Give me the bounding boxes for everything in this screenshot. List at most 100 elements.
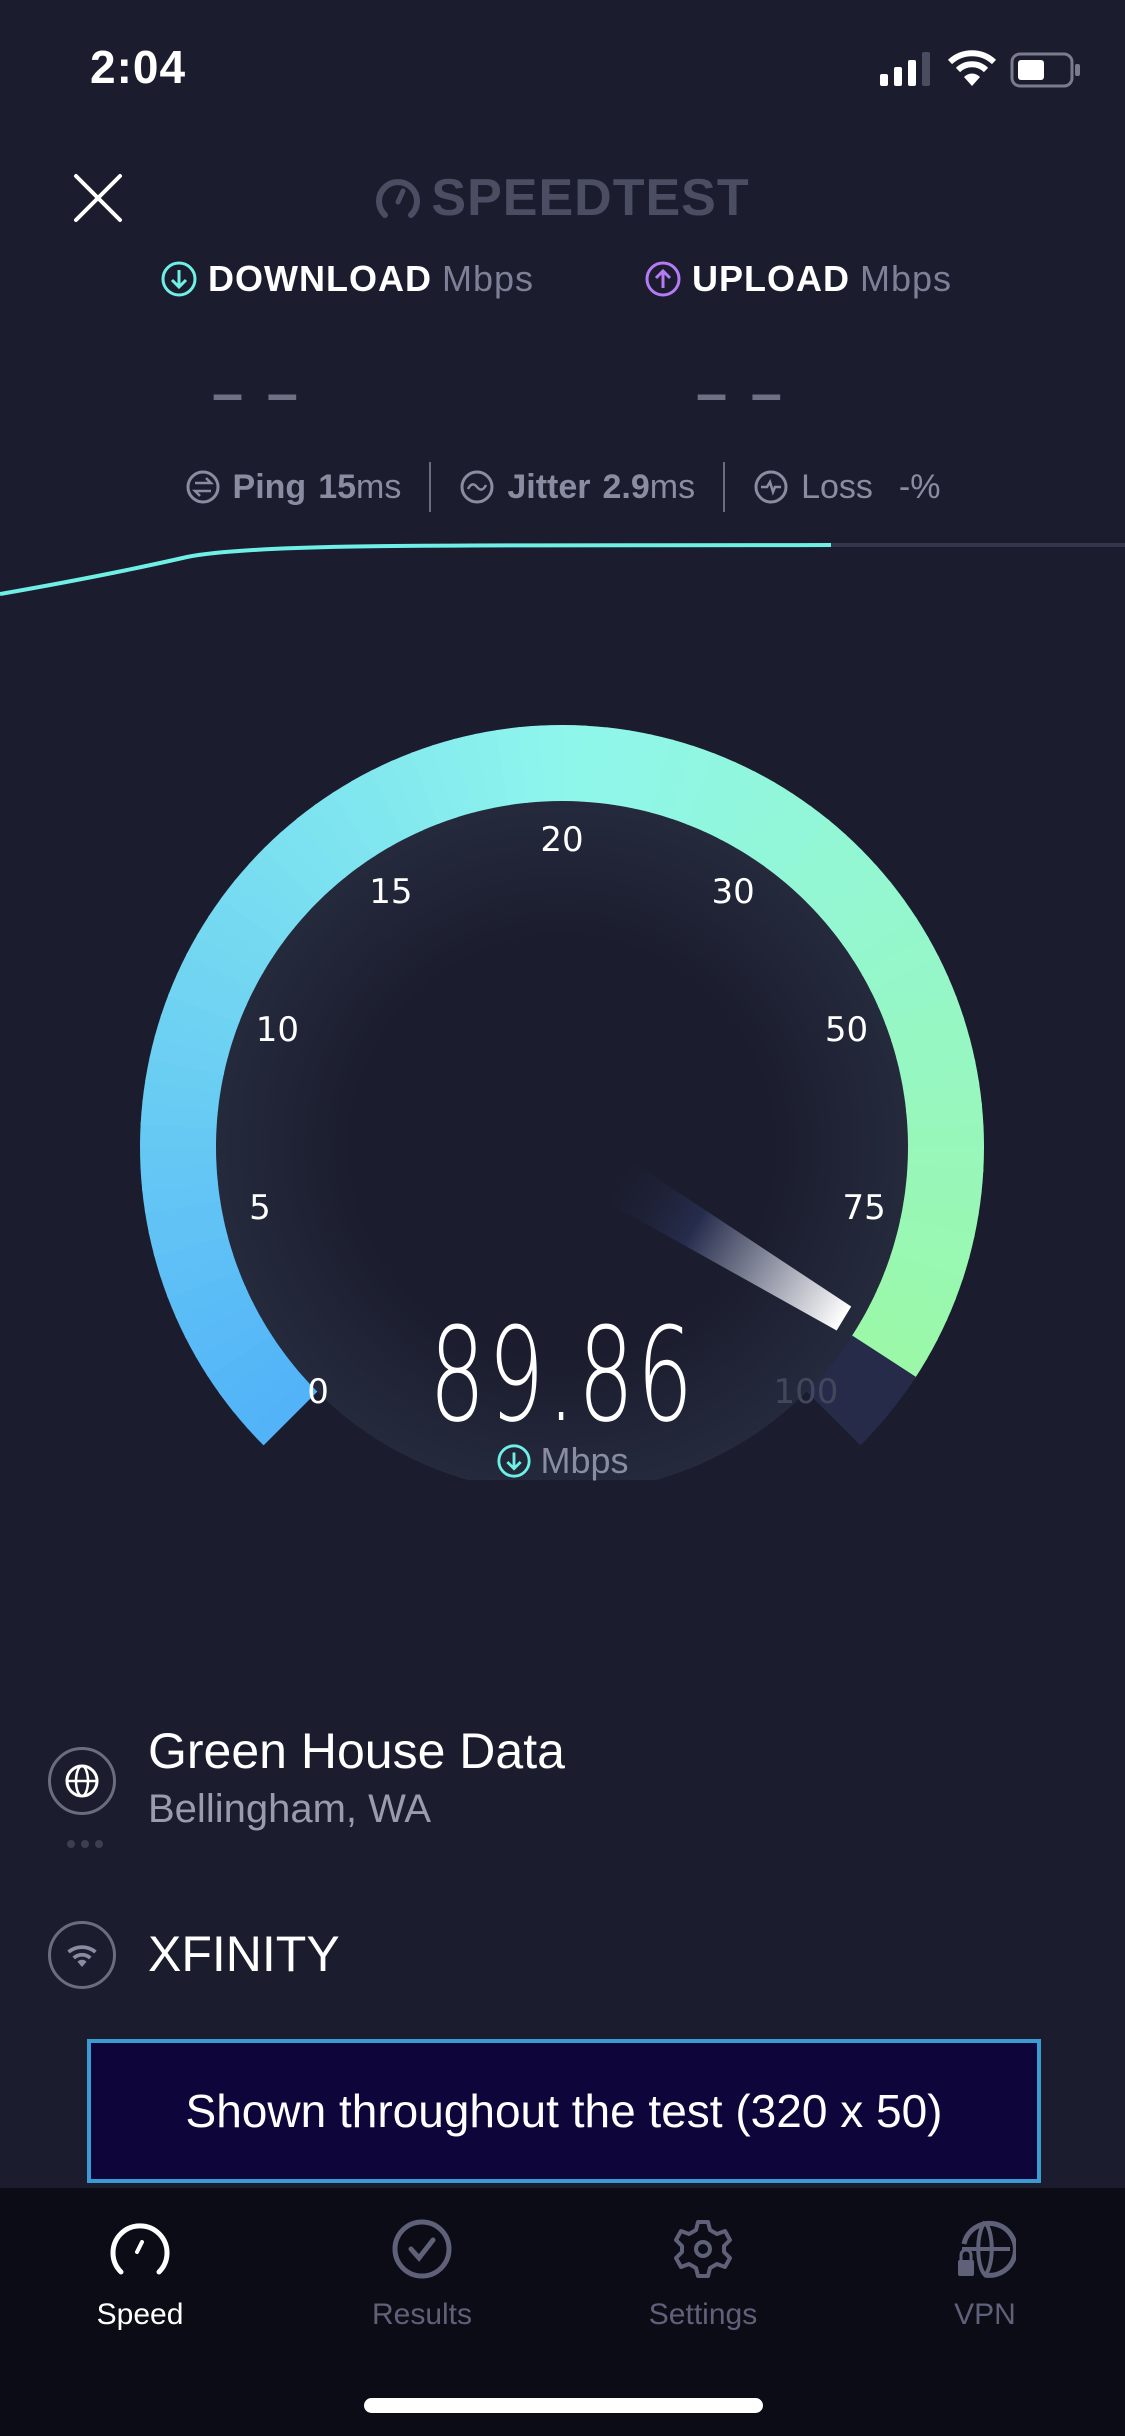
gauge-arc-filled-segment bbox=[718, 770, 776, 849]
gauge-arc-filled-segment bbox=[539, 725, 565, 802]
gauge-arc-filled-segment bbox=[597, 727, 631, 806]
logo-text: SPEEDTEST bbox=[431, 169, 750, 227]
gauge-arc-filled-segment bbox=[702, 761, 757, 840]
gauge-arc-filled-segment bbox=[166, 1268, 247, 1319]
gauge-arc-filled-segment bbox=[140, 1121, 217, 1148]
ping-metric: Ping 15ms bbox=[157, 468, 430, 507]
gauge-arc-filled-segment bbox=[651, 739, 696, 819]
globe-icon bbox=[65, 1764, 99, 1798]
gauge-tick-label: 100 bbox=[773, 1372, 838, 1412]
speedtest-logo: SPEEDTEST bbox=[0, 168, 1125, 228]
server-name[interactable]: Green House Data bbox=[148, 1723, 565, 1779]
download-icon bbox=[161, 261, 197, 297]
download-header: DOWNLOAD Mbps bbox=[160, 258, 534, 300]
upload-value: – – bbox=[696, 361, 786, 424]
server-location: Bellingham, WA bbox=[148, 1787, 432, 1831]
gauge-arc-filled-segment bbox=[884, 1253, 964, 1301]
close-icon[interactable] bbox=[70, 170, 126, 226]
gauge-tick-label: 75 bbox=[842, 1188, 885, 1228]
upload-icon bbox=[645, 261, 681, 297]
provider-icon-wrap bbox=[48, 1921, 116, 1989]
gauge-arc-filled-segment bbox=[896, 1037, 976, 1078]
battery-icon bbox=[1010, 52, 1080, 88]
gauge-arc-filled-segment bbox=[870, 955, 949, 1009]
gauge-arc-filled-segment bbox=[905, 1164, 984, 1195]
gauge-arc-filled-segment bbox=[903, 1080, 982, 1114]
gauge-arc-filled-segment bbox=[793, 833, 863, 905]
gauge-arc-filled-segment bbox=[579, 725, 610, 804]
download-label: DOWNLOAD bbox=[208, 258, 432, 299]
gauge-arc-filled-segment bbox=[734, 781, 795, 859]
more-dots-icon[interactable] bbox=[65, 1838, 105, 1850]
tab-speed[interactable]: Speed bbox=[40, 2218, 240, 2332]
home-indicator[interactable] bbox=[364, 2398, 763, 2413]
gauge-arc-filled-segment bbox=[176, 952, 255, 1007]
gauge-arc-filled-segment bbox=[140, 1144, 217, 1170]
gauge-arc-filled-segment bbox=[876, 1270, 956, 1322]
speed-unit: Mbps bbox=[0, 1440, 1125, 1482]
gauge-arc-filled-segment bbox=[263, 831, 333, 903]
upload-header: UPLOAD Mbps bbox=[644, 258, 952, 300]
loss-icon bbox=[754, 470, 788, 504]
divider bbox=[429, 462, 432, 512]
gauge-arc-filled-segment bbox=[196, 914, 274, 975]
jitter-value: 2.9 bbox=[602, 467, 650, 506]
gauge-tick-label: 0 bbox=[307, 1372, 329, 1412]
tab-results-label: Results bbox=[371, 2298, 473, 2331]
gauge-arc-filled-segment bbox=[903, 1182, 982, 1216]
gauge-arc-filled-segment bbox=[852, 917, 929, 977]
gauge-arc-filled-segment bbox=[160, 993, 240, 1041]
provider-name: XFINITY bbox=[148, 1926, 340, 1982]
jitter-unit: ms bbox=[649, 467, 696, 506]
gauge-arc-filled-segment bbox=[140, 1099, 219, 1130]
gauge-arc-filled-segment bbox=[370, 760, 424, 839]
vpn-globe-lock-icon bbox=[958, 2220, 1016, 2278]
gauge-arc-filled-segment bbox=[248, 846, 320, 916]
ping-label: Ping bbox=[232, 467, 307, 506]
ping-value: 15 bbox=[318, 467, 357, 506]
ad-text: Shown throughout the test (320 x 50) bbox=[185, 2085, 943, 2137]
metrics-row: Ping 15ms Jitter 2.9ms Loss -% bbox=[0, 462, 1125, 512]
gauge-arc-filled-segment bbox=[313, 791, 376, 868]
tab-vpn[interactable]: VPN bbox=[885, 2218, 1085, 2332]
tab-bar: Speed Results Settings VPN bbox=[0, 2188, 1125, 2436]
gauge-arc-filled-segment bbox=[495, 727, 529, 806]
speedometer-icon bbox=[110, 2223, 170, 2275]
ad-banner[interactable]: Shown throughout the test (320 x 50) bbox=[87, 2039, 1041, 2183]
gauge-arc-filled-segment bbox=[685, 753, 737, 833]
wifi-icon bbox=[67, 1945, 97, 1967]
loss-metric: Loss -% bbox=[725, 468, 968, 507]
gauge-arc-filled-segment bbox=[750, 793, 813, 869]
gauge-arc-remaining-segment bbox=[806, 1378, 876, 1446]
gauge-tick-label: 5 bbox=[249, 1188, 271, 1228]
gauge-needle bbox=[600, 1157, 852, 1331]
download-unit: Mbps bbox=[441, 258, 534, 299]
speed-gauge: 0 5 10 15 20 30 50 75 100 bbox=[140, 725, 984, 1480]
tab-settings[interactable]: Settings bbox=[603, 2218, 803, 2332]
gauge-tick-label: 15 bbox=[369, 872, 412, 912]
gauge-arc-filled-segment bbox=[900, 1059, 980, 1096]
gauge-arc-filled-segment bbox=[234, 862, 307, 930]
divider bbox=[723, 462, 726, 512]
gauge-arc-filled-segment bbox=[895, 1218, 975, 1260]
download-icon bbox=[497, 1444, 532, 1478]
signal-icon bbox=[880, 52, 930, 86]
gauge-arc-filled-segment bbox=[668, 745, 716, 825]
server-button[interactable] bbox=[48, 1747, 116, 1815]
gauge-arc-filled-segment bbox=[208, 896, 284, 959]
speed-unit-label: Mbps bbox=[540, 1440, 629, 1481]
gauge-arc-filled-segment bbox=[390, 751, 441, 832]
gauge-arc-filled-segment bbox=[841, 898, 918, 961]
gauge-face bbox=[216, 801, 908, 1480]
jitter-label: Jitter bbox=[507, 467, 591, 506]
gauge-arc-filled-segment bbox=[332, 780, 392, 857]
gauge-arc-filled-segment bbox=[890, 1016, 971, 1061]
gauge-tick-label: 50 bbox=[825, 1010, 868, 1050]
gauge-arc-filled-segment bbox=[220, 879, 295, 944]
tab-results[interactable]: Results bbox=[322, 2218, 522, 2332]
gauge-arc-filled-segment bbox=[779, 819, 847, 892]
ping-icon bbox=[186, 470, 220, 504]
gauge-arc-filled-segment bbox=[153, 1233, 234, 1278]
gauge-arc-filled-segment bbox=[818, 864, 892, 932]
gauge-arc-filled-segment bbox=[890, 1236, 970, 1281]
